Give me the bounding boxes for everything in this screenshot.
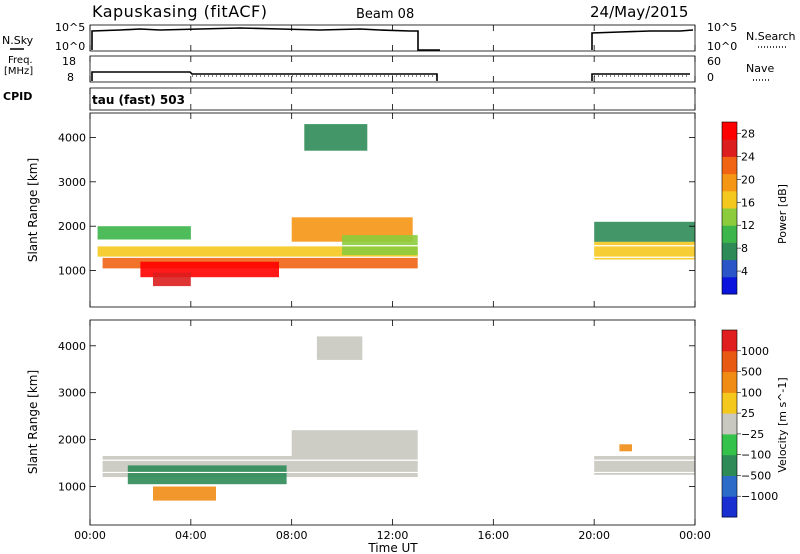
power-colorbar: 4 8 12 16 20 24 28: [721, 121, 755, 295]
power-y-axis-label: Slant Range [km]: [26, 158, 40, 262]
colorbar-tick-label: 12: [741, 219, 755, 232]
colorbar-tick-label: 500: [741, 366, 762, 379]
colorbar-tick-label: −1000: [741, 490, 778, 503]
power-panel: 1000 2000 3000 4000 Slant Range [km]: [26, 112, 696, 308]
echo-region: [316, 336, 363, 360]
colorbar-swatch: [722, 242, 737, 261]
x-tick-label: 00:00: [74, 529, 106, 542]
x-axis-ticks: 00:00 04:00 08:00 12:00 16:00 20:00 00:00: [74, 25, 711, 542]
colorbar-tick-label: 25: [741, 407, 755, 420]
colorbar-frame: [721, 329, 738, 518]
velocity-panel: 1000 2000 3000 4000 Slant Range [km]: [26, 319, 696, 526]
freq-unit-label: [MHz]: [4, 66, 33, 77]
colorbar-tick-label: 20: [741, 173, 755, 186]
x-tick-label: 08:00: [276, 529, 308, 542]
noise-left-tick-low: 10^0: [55, 40, 85, 53]
y-tick-label: 3000: [58, 387, 86, 400]
colorbar-swatch: [722, 454, 737, 476]
date-label: 24/May/2015: [590, 3, 688, 21]
colorbar-tick-label: −25: [741, 428, 764, 441]
velocity-y-ticks: 1000 2000 3000 4000: [58, 340, 695, 494]
y-tick-label: 4000: [58, 131, 86, 144]
noise-right-tick-low: 10^0: [707, 40, 737, 53]
y-tick-label: 3000: [58, 176, 86, 189]
colorbar-tick-label: 1000: [741, 345, 769, 358]
y-tick-label: 2000: [58, 220, 86, 233]
y-tick-label: 1000: [58, 265, 86, 278]
colorbar-swatch: [722, 139, 737, 157]
echo-region: [153, 486, 216, 501]
freq-left-tick-high: 18: [62, 55, 76, 68]
colorbar-tick-label: 4: [741, 265, 748, 278]
nsky-label: N.Sky: [2, 34, 34, 47]
cpid-label: CPID: [3, 90, 32, 103]
colorbar-swatch: [722, 225, 737, 243]
nsearch-label: N.Search: [746, 30, 796, 43]
x-tick-label: 12:00: [377, 529, 409, 542]
y-tick-label: 2000: [58, 434, 86, 447]
colorbar-tick-label: −100: [741, 449, 771, 462]
colorbar-swatch: [722, 173, 737, 192]
x-tick-label: 04:00: [175, 529, 207, 542]
freq-label: Freq.: [8, 55, 33, 66]
power-colorbar-label: Power [dB]: [776, 184, 789, 244]
x-tick-label: 16:00: [477, 529, 509, 542]
echo-region: [153, 272, 191, 287]
noise-trace: [91, 27, 694, 51]
power-y-ticks: 1000 2000 3000 4000: [58, 131, 695, 278]
y-tick-label: 1000: [58, 481, 86, 494]
colorbar-swatch: [722, 392, 737, 414]
echo-region: [291, 430, 418, 456]
colorbar-swatch: [722, 433, 737, 456]
freq-left-tick-low: 8: [67, 71, 74, 84]
power-data: [90, 124, 695, 287]
colorbar-swatch: [722, 371, 737, 393]
colorbar-swatch: [722, 475, 737, 497]
colorbar-swatch: [722, 259, 737, 278]
colorbar-swatch: [722, 122, 737, 140]
echo-region: [619, 444, 632, 452]
velocity-y-axis-label: Slant Range [km]: [26, 370, 40, 474]
colorbar-swatch: [722, 156, 737, 175]
colorbar-tick-label: 24: [741, 150, 755, 163]
nave-label: Nave: [746, 62, 774, 75]
colorbar-swatch: [722, 330, 737, 352]
station-title: Kapuskasing (fitACF): [92, 2, 267, 21]
x-tick-label: 00:00: [679, 529, 711, 542]
x-tick-label: 20:00: [578, 529, 610, 542]
colorbar-swatch: [722, 276, 737, 295]
echo-region: [97, 245, 418, 258]
velocity-colorbar: 1000 500 100 25 −25 −100 −500 −1000: [721, 329, 778, 518]
colorbar-swatch: [722, 496, 737, 518]
freq-right-tick-high: 60: [707, 55, 721, 68]
colorbar-swatch: [722, 413, 737, 435]
colorbar-tick-label: −500: [741, 469, 771, 482]
echo-region: [304, 124, 368, 151]
colorbar-frame: [721, 121, 738, 295]
cpid-text: tau (fast) 503: [92, 93, 185, 107]
velocity-colorbar-label: Velocity [m s^-1]: [776, 377, 789, 472]
echo-region: [127, 465, 287, 485]
noise-right-tick-high: 10^5: [707, 21, 737, 34]
x-axis-label: Time UT: [367, 541, 418, 554]
colorbar-swatch: [722, 190, 737, 209]
colorbar-swatch: [722, 208, 737, 226]
echo-region: [342, 235, 418, 256]
freq-right-tick-low: 0: [707, 71, 714, 84]
beam-label: Beam 08: [356, 7, 414, 22]
echo-region: [594, 221, 695, 242]
echo-region: [97, 226, 191, 240]
velocity-data: [90, 336, 695, 501]
colorbar-tick-label: 28: [741, 127, 755, 140]
colorbar-tick-label: 16: [741, 196, 755, 209]
noise-left-tick-high: 10^5: [55, 21, 85, 34]
colorbar-tick-label: 8: [741, 242, 748, 255]
colorbar-swatch: [722, 350, 737, 373]
freq-trace: [91, 71, 690, 81]
y-tick-label: 4000: [58, 340, 86, 353]
colorbar-tick-label: 100: [741, 386, 762, 399]
